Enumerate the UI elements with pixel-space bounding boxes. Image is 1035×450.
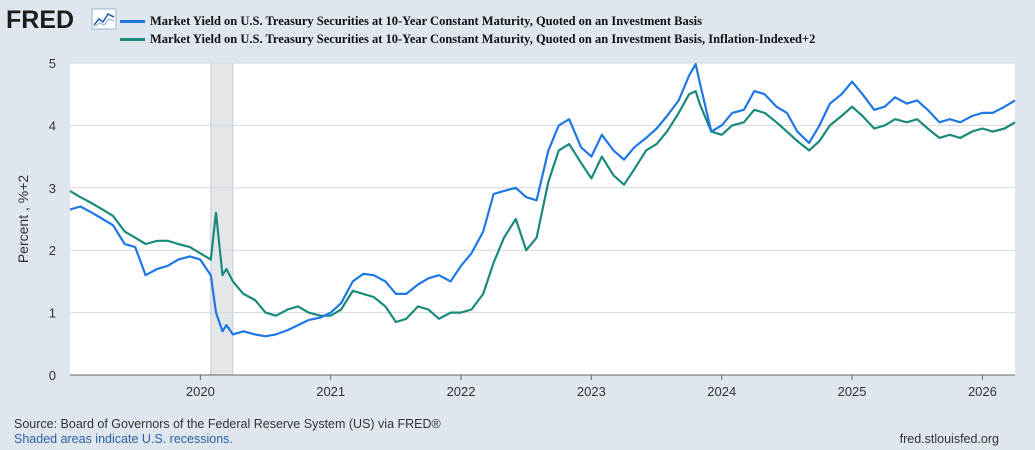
series-line bbox=[69, 89, 1016, 324]
legend: Market Yield on U.S. Treasury Securities… bbox=[120, 12, 815, 48]
chart-line-icon bbox=[91, 8, 117, 30]
legend-label: Market Yield on U.S. Treasury Securities… bbox=[150, 32, 816, 46]
y-tick-label: 1 bbox=[49, 306, 56, 321]
legend-swatch bbox=[120, 38, 145, 41]
x-tick-label: 2023 bbox=[577, 384, 606, 399]
legend-item[interactable]: Market Yield on U.S. Treasury Securities… bbox=[120, 12, 815, 30]
legend-swatch bbox=[120, 20, 145, 23]
x-tick-label: 2021 bbox=[316, 384, 345, 399]
y-tick-label: 5 bbox=[49, 56, 56, 71]
x-tick-label: 2020 bbox=[186, 384, 215, 399]
y-tick-label: 0 bbox=[49, 368, 56, 383]
series-line bbox=[69, 63, 1016, 338]
y-tick-label: 3 bbox=[49, 181, 56, 196]
legend-label: Market Yield on U.S. Treasury Securities… bbox=[150, 14, 702, 28]
x-tick-label: 2026 bbox=[968, 384, 997, 399]
fred-logo[interactable]: FRED bbox=[6, 6, 75, 34]
x-tick-label: 2025 bbox=[838, 384, 867, 399]
source-note: Source: Board of Governors of the Federa… bbox=[14, 417, 441, 431]
y-tick-label: 2 bbox=[49, 243, 56, 258]
recession-note: Shaded areas indicate U.S. recessions. bbox=[14, 432, 233, 446]
y-axis-label: Percent , %+2 bbox=[15, 175, 31, 264]
line-chart[interactable]: 0 1 2 3 4 5 2020 2021 2022 2023 2024 2025 2026 Percen… bbox=[0, 0, 1035, 410]
x-tick-label: 2022 bbox=[447, 384, 476, 399]
legend-item[interactable]: Market Yield on U.S. Treasury Securities… bbox=[120, 30, 815, 48]
y-tick-label: 4 bbox=[49, 118, 56, 133]
site-url[interactable]: fred.stlouisfed.org bbox=[899, 432, 999, 446]
x-tick-label: 2024 bbox=[707, 384, 736, 399]
